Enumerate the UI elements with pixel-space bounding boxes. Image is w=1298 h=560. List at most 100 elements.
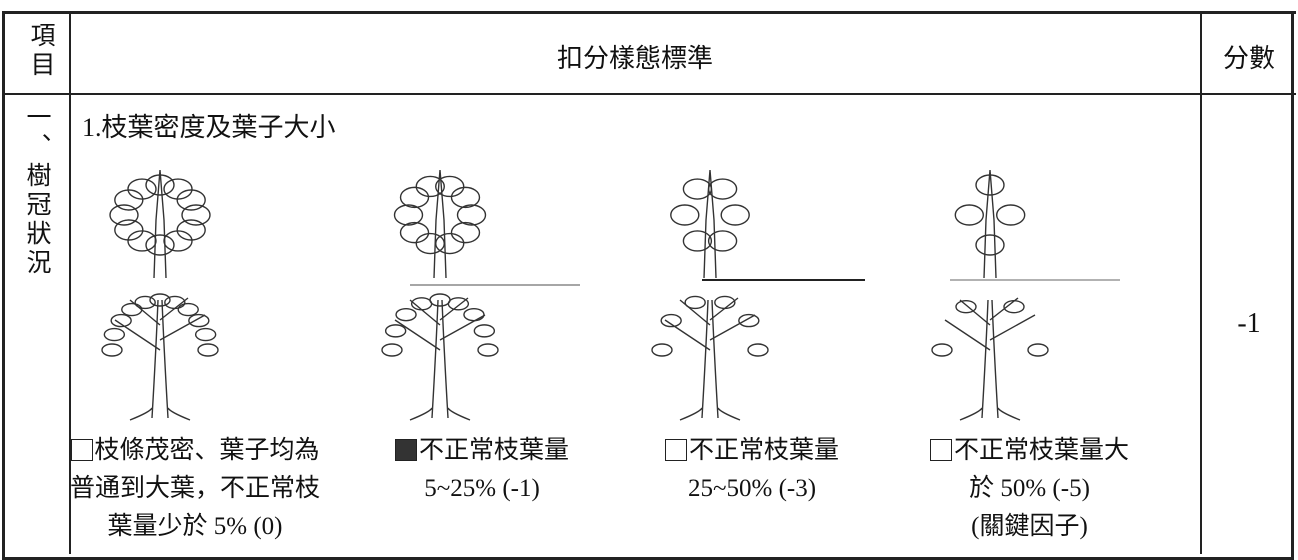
tree-stroke: [975, 174, 1005, 196]
option-line: (關鍵因子): [930, 508, 1129, 546]
tree-pair: [651, 169, 769, 421]
tree-stroke: [679, 299, 741, 421]
tree-stroke: [682, 230, 713, 252]
tree-stroke: [194, 327, 217, 342]
tree-stroke: [145, 234, 175, 256]
tree-stroke: [1027, 343, 1049, 357]
tree-stroke: [415, 175, 445, 198]
option-text: 枝條茂密、葉子均為: [94, 437, 320, 464]
checkbox: [70, 439, 93, 461]
option-line: 不正常枝葉量: [665, 432, 839, 470]
tree-stroke: [163, 178, 193, 200]
header-score: 分數: [1222, 44, 1275, 73]
tree-stroke: [1003, 299, 1025, 314]
tree-pair: [931, 169, 1049, 421]
tree-stroke: [931, 343, 953, 357]
tree-stroke: [975, 234, 1005, 256]
header-item: 項目: [27, 22, 54, 80]
option: 枝條茂密、葉子均為 普通到大葉，不正常枝 葉量少於 5% (0): [70, 432, 320, 546]
tree-stroke: [447, 297, 470, 311]
tree-stroke: [738, 313, 760, 328]
checkbox: [930, 439, 952, 461]
tree-stroke: [384, 324, 407, 338]
option: 不正常枝葉量 5~25% (-1): [395, 432, 569, 508]
tree-stroke: [393, 204, 424, 226]
tree-stroke: [101, 343, 123, 357]
tree-stroke: [399, 186, 430, 209]
tree-stroke: [473, 324, 496, 338]
checkbox: [395, 439, 417, 461]
tree-stroke: [399, 221, 430, 244]
tree-stroke: [463, 307, 485, 322]
tree-stroke: [103, 327, 126, 342]
option-text: (關鍵因子): [971, 513, 1088, 540]
tree-stroke: [181, 204, 211, 226]
tree-stroke: [684, 295, 706, 310]
tree-stroke: [660, 313, 682, 328]
col-line: [69, 14, 71, 554]
option-line: 5~25% (-1): [395, 470, 569, 508]
tree-stroke: [720, 204, 750, 226]
tree-stroke: [747, 343, 769, 357]
tree-stroke: [670, 204, 700, 226]
tree-stroke: [429, 293, 451, 307]
tree-stroke: [714, 295, 736, 310]
tree-stroke: [996, 204, 1026, 226]
option-line: 於 50% (-5): [930, 470, 1129, 508]
title-band: [2, 0, 1296, 14]
tree-stroke: [163, 230, 193, 252]
option-line: 枝條茂密、葉子均為: [70, 432, 320, 470]
tree-stroke: [145, 174, 175, 196]
tree-stroke: [415, 232, 445, 255]
tree-stroke: [164, 295, 186, 310]
checkbox: [665, 439, 687, 461]
option-line: 普通到大葉，不正常枝: [70, 470, 320, 508]
col-line: [1200, 14, 1202, 554]
option-text: 於 50% (-5): [969, 475, 1090, 502]
tree-stroke: [435, 175, 465, 198]
tree-stroke: [703, 169, 717, 279]
tree-stroke: [114, 189, 144, 211]
tree-stroke: [381, 343, 403, 357]
tree-stroke: [433, 169, 447, 279]
tree-illustrations: [101, 169, 1120, 421]
tree-stroke: [395, 307, 417, 322]
row-line: [2, 93, 1296, 95]
row-subtitle: 1.枝葉密度及葉子大小: [82, 113, 336, 142]
option-line: 25~50% (-3): [665, 470, 839, 508]
tree-stroke: [955, 299, 977, 314]
tree-stroke: [707, 230, 738, 252]
tree-stroke: [983, 169, 997, 279]
tree-stroke: [109, 204, 139, 226]
tree-stroke: [450, 221, 481, 244]
tree-stroke: [959, 299, 1021, 421]
option-text: 25~50% (-3): [687, 475, 817, 502]
tree-stroke: [651, 343, 673, 357]
tree-stroke: [197, 343, 219, 357]
tree-stroke: [188, 313, 210, 328]
tree-stroke: [682, 178, 713, 200]
tree-stroke: [176, 219, 206, 241]
tree-stroke: [435, 232, 465, 255]
tree-stroke: [477, 343, 499, 357]
tree-stroke: [114, 219, 144, 241]
tree-stroke: [450, 186, 481, 209]
tree-stroke: [409, 299, 471, 421]
option-text: 不正常枝葉量大: [954, 437, 1130, 464]
tree-stroke: [127, 230, 157, 252]
tree-stroke: [664, 297, 756, 351]
tree-stroke: [121, 302, 143, 317]
tree-stroke: [394, 297, 486, 351]
tree-pair: [381, 169, 499, 421]
option: 不正常枝葉量大於 50% (-5) (關鍵因子): [930, 432, 1129, 546]
tree-stroke: [129, 299, 191, 421]
option: 不正常枝葉量 25~50% (-3): [665, 432, 839, 508]
tree-stroke: [149, 293, 171, 307]
header-criteria: 扣分樣態標準: [556, 44, 713, 73]
tree-stroke: [707, 178, 738, 200]
tree-stroke: [127, 178, 157, 200]
tree-stroke: [456, 204, 487, 226]
tree-stroke: [177, 302, 199, 317]
option-text: 普通到大葉，不正常枝: [70, 475, 321, 502]
